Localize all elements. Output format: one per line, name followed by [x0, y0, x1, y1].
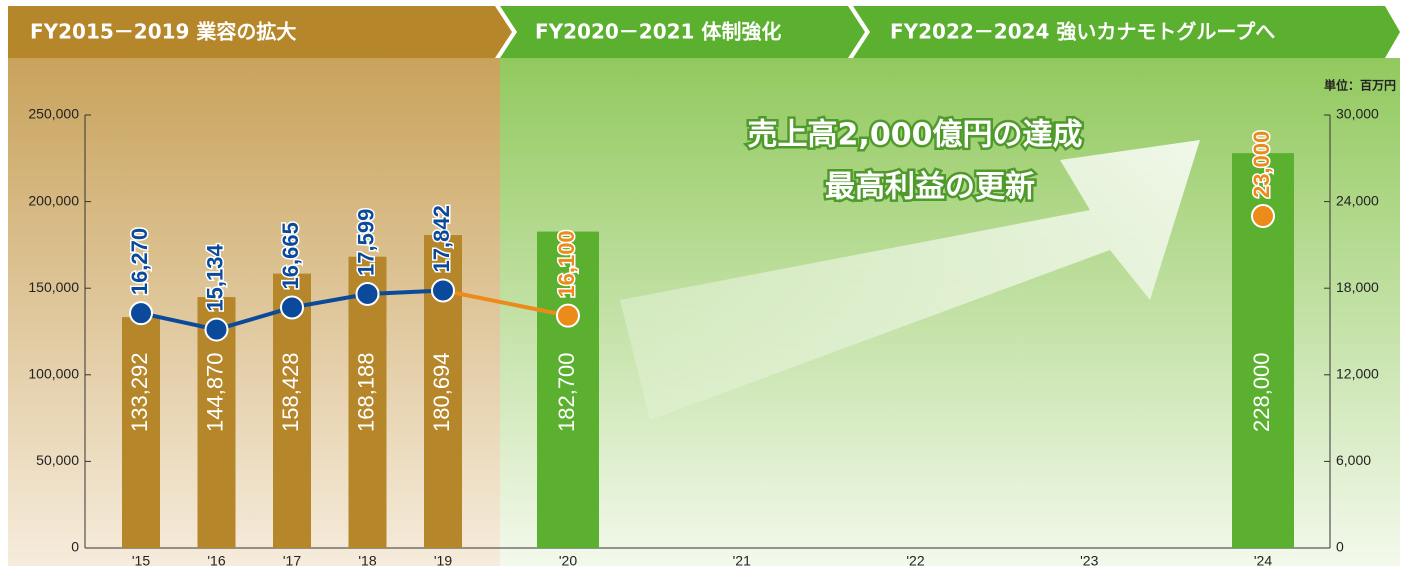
y2-tick-label: 0 [1336, 539, 1344, 555]
y-tick-label: 250,000 [28, 106, 79, 122]
y-tick-label: 100,000 [28, 366, 79, 382]
line-value-label: 17,599 [353, 209, 378, 276]
annotation: 売上高2,000億円の達成 [748, 118, 1083, 153]
x-tick-label: '15 [132, 553, 150, 569]
y2-tick-label: 30,000 [1336, 106, 1379, 122]
line-point [557, 305, 579, 327]
phase-title: FY2022－2024 強いカナモトグループへ [890, 20, 1275, 44]
y2-tick-label: 24,000 [1336, 192, 1379, 208]
line-point [1252, 205, 1274, 227]
y-tick-label: 150,000 [28, 279, 79, 295]
bar-value-label: 180,694 [429, 352, 454, 432]
bar-value-label: 168,188 [353, 352, 378, 432]
line-point [130, 302, 152, 324]
x-tick-label: '18 [358, 553, 376, 569]
x-tick-label: '22 [906, 553, 924, 569]
line-value-label: 23,000 [1249, 131, 1274, 198]
line-value-label: 15,134 [202, 244, 227, 312]
line-value-label: 17,842 [429, 205, 454, 272]
y-tick-label: 0 [71, 539, 79, 555]
x-tick-label: '24 [1254, 553, 1272, 569]
line-point [281, 296, 303, 318]
y-tick-label: 200,000 [28, 192, 79, 208]
bar-value-label: 144,870 [202, 352, 227, 432]
bar-value-label: 182,700 [554, 352, 579, 432]
y2-tick-label: 18,000 [1336, 279, 1379, 295]
x-tick-label: '20 [559, 553, 577, 569]
chart: FY2015－2019 業容の拡大 FY2020－2021 体制強化 FY202… [0, 0, 1402, 570]
line-value-label: 16,270 [127, 228, 152, 295]
bar-value-label: 133,292 [127, 352, 152, 432]
x-tick-label: '23 [1080, 553, 1098, 569]
x-tick-label: '21 [733, 553, 751, 569]
x-tick-label: '19 [434, 553, 452, 569]
bar-value-label: 228,000 [1249, 352, 1274, 432]
line-point [357, 283, 379, 305]
annotation: 最高利益の更新 [825, 170, 1035, 205]
y-tick-label: 50,000 [36, 452, 79, 468]
line-value-label: 16,665 [278, 222, 303, 289]
bar-value-label: 158,428 [278, 352, 303, 432]
x-tick-label: '16 [207, 553, 225, 569]
unit-label: 単位：百万円 [1324, 78, 1396, 93]
y2-tick-label: 6,000 [1336, 452, 1371, 468]
phase-title: FY2020－2021 体制強化 [535, 20, 781, 44]
line-point [206, 319, 228, 341]
y2-tick-label: 12,000 [1336, 366, 1379, 382]
phase-title: FY2015－2019 業容の拡大 [30, 20, 296, 44]
x-tick-label: '17 [283, 553, 301, 569]
line-point [432, 279, 454, 301]
line-value-label: 16,100 [554, 230, 579, 297]
